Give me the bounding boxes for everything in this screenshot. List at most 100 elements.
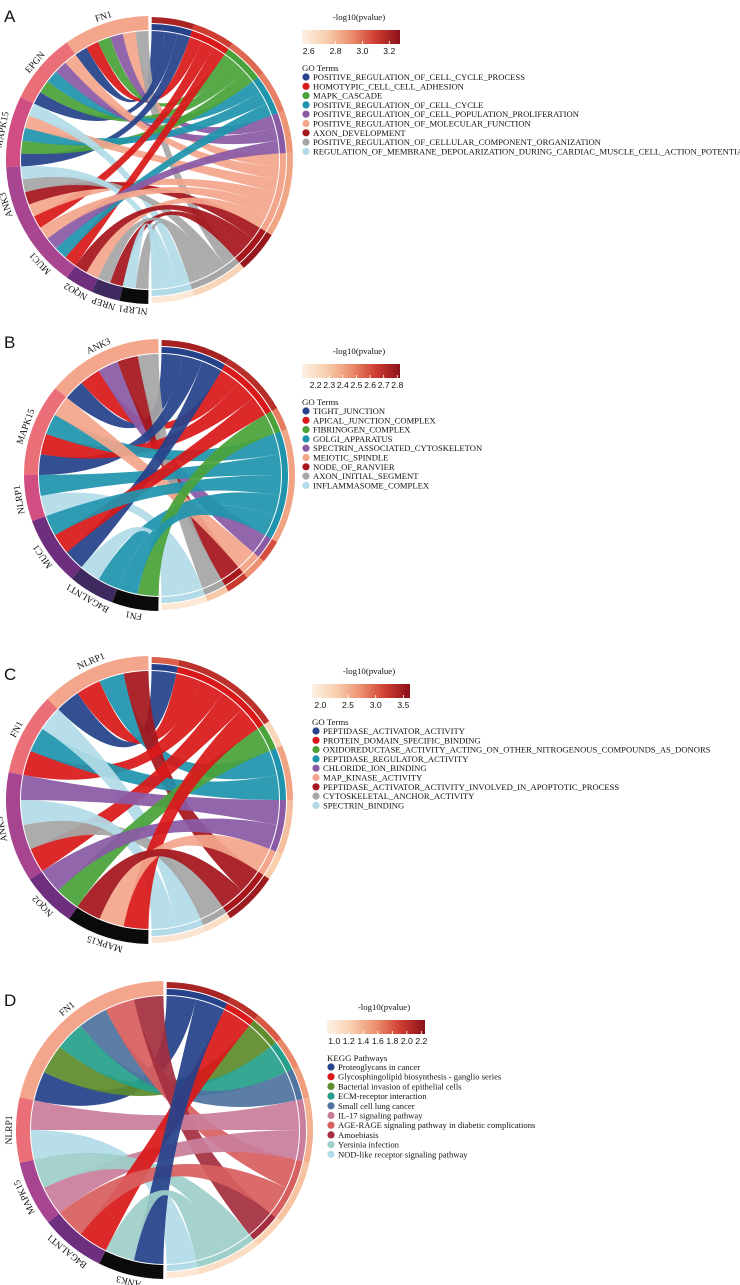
gene-arc (6, 772, 42, 880)
term-pvalue-arc (303, 1097, 314, 1163)
legend-item-label: Proteoglycans in cancer (338, 1062, 420, 1072)
chord-ribbon (123, 709, 258, 929)
term-arc (260, 153, 286, 232)
scale-title: -log10(pvalue) (333, 12, 385, 22)
legend-item-label: Amoebiasis (338, 1130, 379, 1140)
legend-item-label: CYTOSKELETAL_ANCHOR_ACTIVITY (323, 791, 474, 801)
legend-swatch (302, 453, 310, 462)
legend-item-label: SPECTRIN_ASSOCIATED_CYTOSKELETON (313, 443, 483, 453)
term-arc (225, 48, 258, 81)
term-arc (161, 347, 225, 370)
term-pvalue-arc (276, 800, 293, 855)
legend-swatch (302, 407, 310, 415)
chord-ribbon (28, 103, 190, 287)
chord-ribbon (40, 382, 254, 459)
chord-ribbon (40, 492, 203, 594)
term-pvalue-arc (151, 290, 195, 303)
scale-tick-label: 1.2 (343, 1036, 355, 1046)
legend-swatch (312, 792, 320, 800)
chord-ribbon (77, 849, 242, 919)
panel-letter-b: B (4, 333, 15, 352)
term-pvalue-arc (198, 1240, 259, 1274)
legend-d: -log10(pvalue) 1.0 1.2 1.4 1.6 1.8 2.0 2.2 KEGG … (327, 1002, 536, 1159)
term-pvalue-arc (226, 875, 270, 919)
chord-ribbon (31, 1100, 299, 1130)
term-pvalue-arc (266, 152, 293, 236)
chord-ribbon (123, 671, 258, 891)
gene-label: MAPK15 (0, 111, 12, 149)
term-arc (253, 77, 278, 116)
legend-swatch (327, 1082, 335, 1090)
legend-item-label: MEIOTIC_SPINDLE (313, 453, 388, 463)
legend-item-label: PEPTIDASE_ACTIVATOR_ACTIVITY_INVOLVED_IN… (323, 782, 619, 792)
legend-swatch (327, 1121, 335, 1129)
legend-item-label: POSITIVE_REGULATION_OF_MOLECULAR_FUNCTIO… (313, 119, 531, 129)
legend-item-label: PEPTIDASE_REGULATOR_ACTIVITY (323, 754, 468, 764)
term-pvalue-arc (225, 358, 278, 411)
legend-title: GO Terms (302, 397, 339, 407)
scale-tick-label: 3.2 (383, 46, 395, 56)
term-pvalue-arc (258, 73, 285, 113)
legend-swatch (312, 746, 320, 754)
legend-swatch (327, 1141, 335, 1149)
scale-tick-label: 1.6 (372, 1036, 384, 1046)
legend-item-label: POSITIVE_REGULATION_OF_CELLULAR_COMPONEN… (313, 137, 602, 147)
term-pvalue-arc (243, 557, 264, 578)
term-arc (151, 919, 204, 936)
legend-swatch (312, 727, 320, 735)
legend-swatch (327, 1111, 335, 1120)
legend-item-label: FIBRINOGEN_COMPLEX (313, 425, 411, 435)
legend-a: -log10(pvalue)2.6 2.8 3.0 3.2GO TermsPOSITI… (302, 12, 740, 156)
chord-ribbon (55, 103, 272, 258)
scale-tick-label: 2.8 (330, 46, 342, 56)
term-arc (224, 1003, 254, 1026)
scale-tick-label: 2.7 (378, 380, 390, 390)
term-pvalue-arc (225, 573, 248, 592)
legend-swatch (302, 444, 310, 452)
chord-ribbon (137, 354, 222, 589)
scale-tick-label: 2.2 (415, 1036, 427, 1046)
gene-arc (66, 266, 98, 292)
legend-title: KEGG Pathways (327, 1053, 388, 1063)
legend-swatch (312, 773, 320, 782)
gene-label: NLRP1 (13, 484, 28, 515)
legend-item-label: HOMOTYPIC_CELL_CELL_ADHESION (313, 81, 465, 91)
scale-tick-label: 2.6 (364, 380, 376, 390)
legend-item-label: Yersinia infection (338, 1140, 400, 1150)
term-pvalue-arc (293, 1066, 310, 1099)
term-arc (221, 567, 243, 586)
term-pvalue-arc (264, 721, 283, 748)
gene-arc (24, 475, 46, 522)
legend-b: -log10(pvalue) 2.2 2.3 2.4 2.5 2.6 2.7 2.8 GO Te… (302, 346, 483, 490)
legend-item-label: INFLAMMASOME_COMPLEX (313, 480, 430, 490)
chord-ribbon (105, 1190, 225, 1261)
gene-arc (99, 1251, 164, 1279)
legend-item-label: REGULATION_OF_MEMBRANE_DEPOLARIZATION_DU… (313, 146, 740, 156)
legend-item-label: MAP_KINASE_ACTIVITY (323, 773, 422, 783)
term-pvalue-arc (192, 263, 244, 297)
scale-tick-label: 2.8 (391, 380, 403, 390)
chord-ribbon (110, 33, 275, 135)
legend-swatch (327, 1131, 335, 1139)
term-pvalue-arc (264, 852, 283, 879)
term-pvalue-arc (271, 429, 295, 543)
legend-item-label: POSITIVE_REGULATION_OF_CELL_POPULATION_P… (313, 109, 580, 119)
scale-tick-label: 2.4 (337, 380, 349, 390)
scale-tick-label: 1.4 (357, 1036, 369, 1046)
legend-swatch (302, 416, 310, 424)
gene-arc (47, 656, 149, 709)
term-pvalue-arc (166, 982, 231, 1003)
term-arc (190, 258, 240, 290)
scale-tick-label: 2.6 (303, 46, 315, 56)
term-pvalue-arc (227, 997, 259, 1020)
gene-arc (112, 589, 159, 611)
term-arc (258, 849, 276, 876)
term-pvalue-arc (276, 1038, 299, 1069)
legend-item-label: AGE-RAGE signaling pathway in diabetic c… (338, 1120, 536, 1130)
gene-arc (19, 1159, 60, 1223)
chord-ribbon (98, 217, 214, 283)
term-arc (151, 664, 178, 673)
chord-ribbon (98, 492, 280, 589)
chord-ribbon (122, 223, 165, 289)
